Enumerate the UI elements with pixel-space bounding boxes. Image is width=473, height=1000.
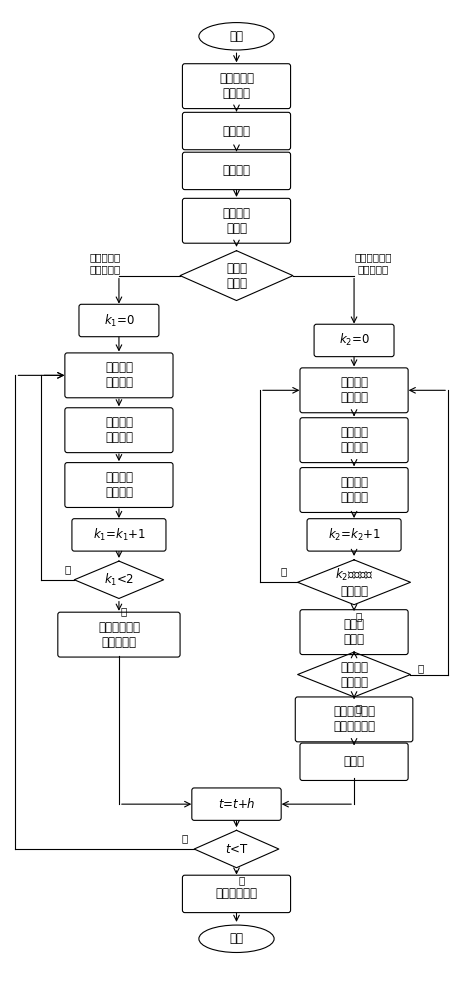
Text: 固定步长的
改进欧拉法: 固定步长的 改进欧拉法 (89, 252, 121, 274)
FancyBboxPatch shape (65, 463, 173, 507)
FancyBboxPatch shape (300, 743, 408, 780)
Text: 建立准稳态
仿真模型: 建立准稳态 仿真模型 (219, 72, 254, 100)
Text: $t$<T: $t$<T (225, 843, 248, 856)
FancyBboxPatch shape (183, 152, 290, 190)
Text: 求解系统
微分方程: 求解系统 微分方程 (340, 426, 368, 454)
Text: $k_1$=0: $k_1$=0 (104, 312, 134, 329)
FancyBboxPatch shape (300, 418, 408, 463)
FancyBboxPatch shape (58, 612, 180, 657)
Text: 输入参数: 输入参数 (222, 125, 251, 138)
Text: 隐式梯形积分
更新状态变量: 隐式梯形积分 更新状态变量 (333, 705, 375, 733)
Text: 求解系统
微分方程: 求解系统 微分方程 (105, 416, 133, 444)
Text: 是: 是 (64, 564, 70, 574)
Text: 输出计算结果: 输出计算结果 (216, 887, 257, 900)
Ellipse shape (199, 925, 274, 952)
Text: 是: 是 (182, 833, 188, 843)
Text: 变步长: 变步长 (343, 755, 365, 768)
FancyBboxPatch shape (307, 519, 401, 551)
Text: 求解系统
代数方程: 求解系统 代数方程 (340, 476, 368, 504)
Text: $k_2$小于最大
迭代次数: $k_2$小于最大 迭代次数 (335, 567, 373, 598)
Text: $k_2$=0: $k_2$=0 (339, 332, 369, 348)
Ellipse shape (199, 23, 274, 50)
FancyBboxPatch shape (72, 519, 166, 551)
Text: 误差大于
容许误差: 误差大于 容许误差 (340, 661, 368, 689)
FancyBboxPatch shape (65, 408, 173, 453)
FancyBboxPatch shape (192, 788, 281, 820)
FancyBboxPatch shape (300, 468, 408, 512)
Text: 改进欧拉法更
新状态变量: 改进欧拉法更 新状态变量 (98, 621, 140, 649)
FancyBboxPatch shape (183, 64, 290, 109)
FancyBboxPatch shape (295, 697, 413, 742)
FancyBboxPatch shape (65, 353, 173, 398)
Text: 结束: 结束 (229, 932, 244, 945)
Text: 计算截
断误差: 计算截 断误差 (343, 618, 365, 646)
FancyBboxPatch shape (300, 368, 408, 413)
FancyBboxPatch shape (183, 875, 290, 913)
FancyBboxPatch shape (300, 610, 408, 655)
Text: $k_1$<2: $k_1$<2 (104, 572, 134, 588)
FancyBboxPatch shape (183, 198, 290, 243)
Text: $k_1$=$k_1$+1: $k_1$=$k_1$+1 (93, 527, 145, 543)
Text: 否: 否 (356, 703, 362, 713)
Text: 是: 是 (356, 611, 362, 621)
FancyBboxPatch shape (79, 304, 159, 337)
Text: 求解系统
网络方程: 求解系统 网络方程 (105, 361, 133, 389)
Text: 状态变量
赋初值: 状态变量 赋初值 (222, 207, 251, 235)
Text: 潮流计算: 潮流计算 (222, 164, 251, 177)
Text: 否: 否 (238, 875, 245, 885)
FancyBboxPatch shape (314, 324, 394, 357)
Text: 开始: 开始 (229, 30, 244, 43)
FancyBboxPatch shape (183, 112, 290, 150)
Text: 变步长的隐式
梯形积分法: 变步长的隐式 梯形积分法 (354, 252, 392, 274)
Text: 求解系统
代数方程: 求解系统 代数方程 (105, 471, 133, 499)
Text: $k_2$=$k_2$+1: $k_2$=$k_2$+1 (328, 527, 380, 543)
Text: $t$=$t$+$h$: $t$=$t$+$h$ (218, 797, 255, 811)
Text: 是: 是 (418, 664, 424, 674)
Text: 求解系统
网络方程: 求解系统 网络方程 (340, 376, 368, 404)
Text: 否: 否 (280, 566, 287, 576)
Text: 积分方
法选择: 积分方 法选择 (226, 262, 247, 290)
Text: 否: 否 (121, 606, 127, 616)
